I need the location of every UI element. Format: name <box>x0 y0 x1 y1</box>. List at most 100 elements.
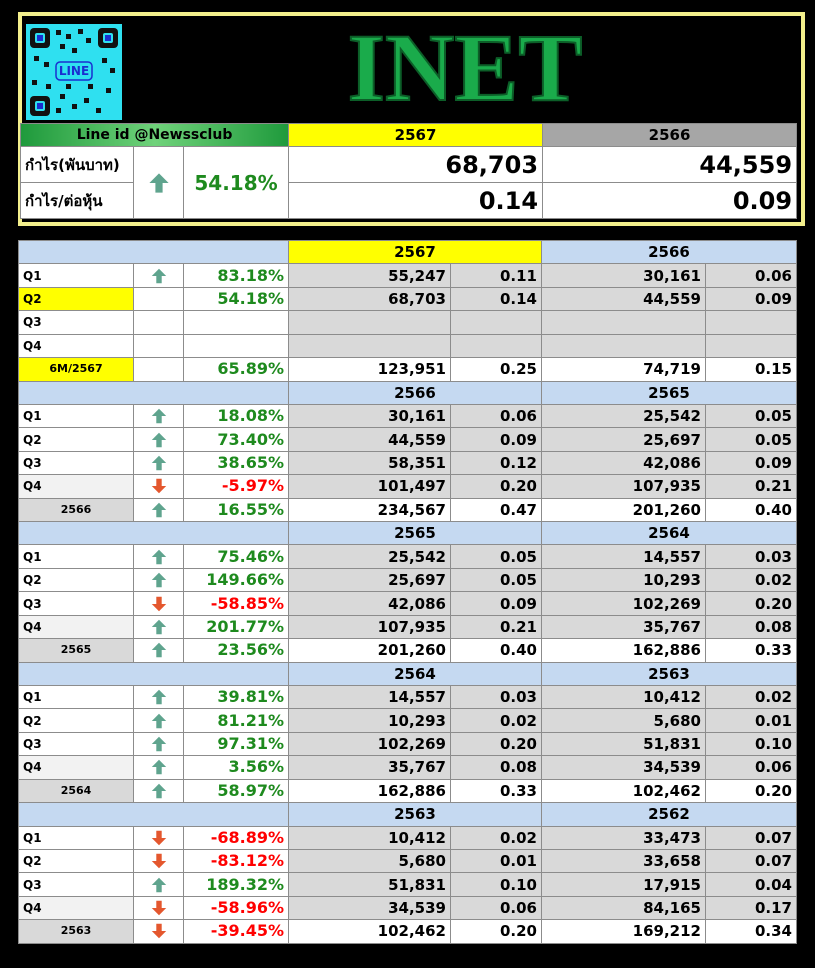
profit-a: 10,412 <box>288 825 451 850</box>
change: 54.18% <box>182 146 290 219</box>
year-previous: 2566 <box>542 123 798 147</box>
eps-b: 0.21 <box>705 474 797 499</box>
trend-cell <box>133 919 184 944</box>
profit-a: 68,703 <box>288 286 451 312</box>
arrow-shape <box>151 268 166 283</box>
change: -58.85% <box>183 591 289 616</box>
trend-arrow-up <box>151 549 166 564</box>
quarter-row: Q2 73.40% 44,559 0.09 25,697 0.05 <box>18 427 797 452</box>
trend-arrow-up <box>151 760 166 775</box>
trend-arrow-down <box>151 853 166 869</box>
profit-current: 68,703 <box>288 146 544 183</box>
eps-a: 0.10 <box>450 872 542 897</box>
profit-b: 25,542 <box>541 403 706 429</box>
section-year-a: 2566 <box>288 380 542 405</box>
eps-a: 0.02 <box>450 708 542 733</box>
arrow-shape <box>151 900 166 916</box>
eps-b: 0.04 <box>705 872 797 897</box>
eps-b: 0.01 <box>705 708 797 733</box>
eps-a: 0.02 <box>450 825 542 850</box>
profit-b: 102,269 <box>541 591 706 616</box>
section-header-blank <box>18 239 289 265</box>
eps-b: 0.15 <box>705 357 797 382</box>
trend-arrow-down <box>151 479 166 494</box>
arrow-shape <box>151 853 166 869</box>
quarter-row: Q1 83.18% 55,247 0.11 30,161 0.06 <box>18 263 797 288</box>
trend-cell <box>133 403 184 429</box>
eps-a: 0.12 <box>450 450 542 476</box>
trend-arrow-up <box>151 877 166 892</box>
trend-cell <box>133 263 184 288</box>
profit-b: 10,293 <box>541 567 706 593</box>
eps-a: 0.09 <box>450 427 542 452</box>
profit-a: 162,886 <box>288 778 451 804</box>
profit-b: 102,462 <box>541 778 706 804</box>
eps-b: 0.07 <box>705 825 797 850</box>
row-label: Q2 <box>18 567 134 593</box>
trend-arrow-up <box>151 643 166 658</box>
eps-a: 0.14 <box>450 286 542 312</box>
profit-b <box>541 310 706 335</box>
trend-cell <box>133 333 184 359</box>
row-label: Q1 <box>18 825 134 850</box>
eps-b: 0.07 <box>705 848 797 874</box>
change: 73.40% <box>183 427 289 452</box>
eps-b: 0.02 <box>705 685 797 710</box>
arrow-shape <box>151 690 166 705</box>
section-header-row: 2566 2565 <box>18 380 797 405</box>
quarter-row: Q1 75.46% 25,542 0.05 14,557 0.03 <box>18 544 797 569</box>
profit-b: 107,935 <box>541 474 706 499</box>
trend-cell <box>133 286 184 312</box>
row-label: Q1 <box>18 263 134 288</box>
trend-cell <box>133 474 184 499</box>
quarter-row: Q3 -58.85% 42,086 0.09 102,269 0.20 <box>18 591 797 616</box>
quarter-row: Q2 149.66% 25,697 0.05 10,293 0.02 <box>18 567 797 593</box>
profit-a: 234,567 <box>288 497 451 523</box>
profit-a: 34,539 <box>288 895 451 921</box>
profit-a: 14,557 <box>288 685 451 710</box>
row-label: Q3 <box>18 872 134 897</box>
arrow-shape <box>151 736 166 752</box>
section-header-row: 2567 2566 <box>18 239 797 265</box>
change: 83.18% <box>183 263 289 288</box>
trend-arrow-up <box>151 455 166 471</box>
row-label: Q1 <box>18 544 134 569</box>
summary-row: 2565 23.56% 201,260 0.40 162,886 0.33 <box>18 638 797 663</box>
trend-cell <box>133 614 184 640</box>
change: -5.97% <box>183 474 289 499</box>
stock-title: INET <box>347 14 584 121</box>
profit-b: 44,559 <box>541 286 706 312</box>
profit-b: 34,539 <box>541 755 706 780</box>
arrow-shape <box>151 596 166 611</box>
arrow-shape <box>148 172 169 193</box>
eps-b <box>705 333 797 359</box>
profit-a <box>288 333 451 359</box>
eps-a: 0.05 <box>450 544 542 569</box>
eps-a: 0.20 <box>450 474 542 499</box>
trend-arrow-down <box>151 900 166 916</box>
eps-label: กำไร/ต่อหุ้น <box>20 182 134 219</box>
trend-cell <box>133 872 184 897</box>
arrow-shape <box>151 432 166 447</box>
year-current: 2567 <box>288 123 544 147</box>
trend-cell <box>133 685 184 710</box>
row-label: Q2 <box>18 286 134 312</box>
section-year-a: 2565 <box>288 521 542 546</box>
qr-code: LINE <box>26 24 122 120</box>
arrow-shape <box>151 549 166 564</box>
summary-row: 2564 58.97% 162,886 0.33 102,462 0.20 <box>18 778 797 804</box>
eps-a: 0.06 <box>450 403 542 429</box>
profit-a: 35,767 <box>288 755 451 780</box>
change: -39.45% <box>183 919 289 944</box>
arrow-shape <box>151 830 166 845</box>
row-label: Q3 <box>18 731 134 757</box>
change: 18.08% <box>183 403 289 429</box>
arrow-shape <box>151 479 166 494</box>
trend-arrow-down <box>151 924 166 939</box>
profit-b <box>541 333 706 359</box>
profit-b: 201,260 <box>541 497 706 523</box>
trend-cell <box>133 825 184 850</box>
logo-badge <box>55 61 93 81</box>
quarter-row: Q4 3.56% 35,767 0.08 34,539 0.06 <box>18 755 797 780</box>
section-year-b: 2562 <box>541 802 797 827</box>
